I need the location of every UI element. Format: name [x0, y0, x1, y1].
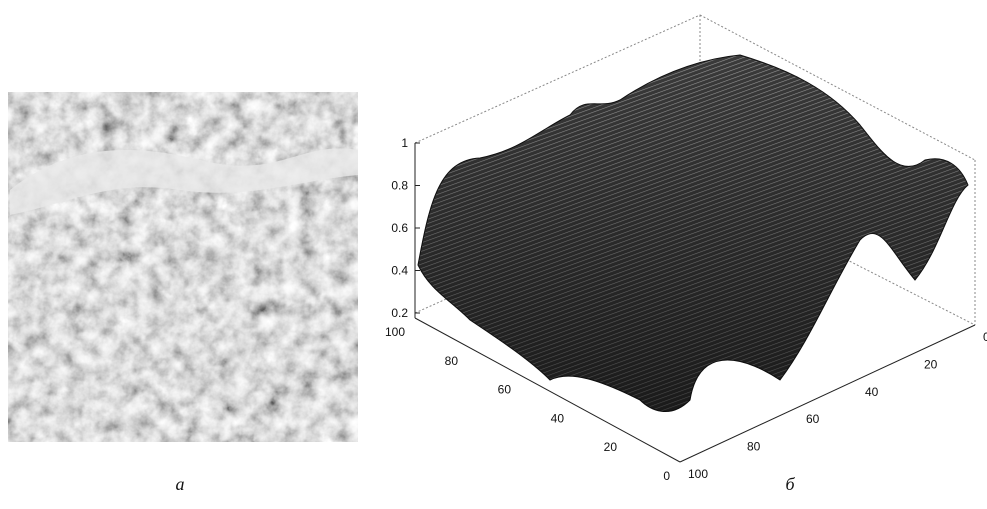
right-axis-tick-label: 100: [688, 467, 708, 481]
caption: б: [785, 474, 795, 494]
left-axis-tick-label: 80: [445, 354, 459, 368]
z-tick-label: 0.2: [391, 306, 408, 320]
left-axis-tick-label: 100: [385, 325, 405, 339]
z-tick-label: 0.4: [391, 264, 408, 278]
z-tick-label: 0.8: [391, 179, 408, 193]
left-axis-tick-label: 40: [551, 411, 565, 425]
left-axis-tick-label: 20: [604, 440, 618, 454]
caption: а: [176, 474, 185, 494]
z-tick-label: 1: [401, 136, 408, 150]
surface-shading: [418, 55, 968, 412]
figure: а б 1 0.8 0.6 0.4 0.2 100 80 60 40 20 0 0 20 40 60 80 10…: [0, 0, 987, 509]
micrograph: [8, 92, 358, 442]
right-axis-tick-label: 60: [806, 412, 820, 426]
right-axis-tick-label: 80: [747, 440, 761, 454]
z-tick-label: 0.6: [391, 221, 408, 235]
right-axis-tick-label: 40: [865, 385, 879, 399]
right-axis-tick-label: 0: [983, 330, 987, 344]
left-axis-tick-label: 0: [663, 469, 670, 483]
right-axis-tick-label: 20: [924, 357, 938, 371]
figure-canvas: а б 1 0.8 0.6 0.4 0.2 100 80 60 40 20 0 0 20 40 60 80 10…: [0, 0, 987, 509]
left-axis-tick-label: 60: [498, 383, 512, 397]
